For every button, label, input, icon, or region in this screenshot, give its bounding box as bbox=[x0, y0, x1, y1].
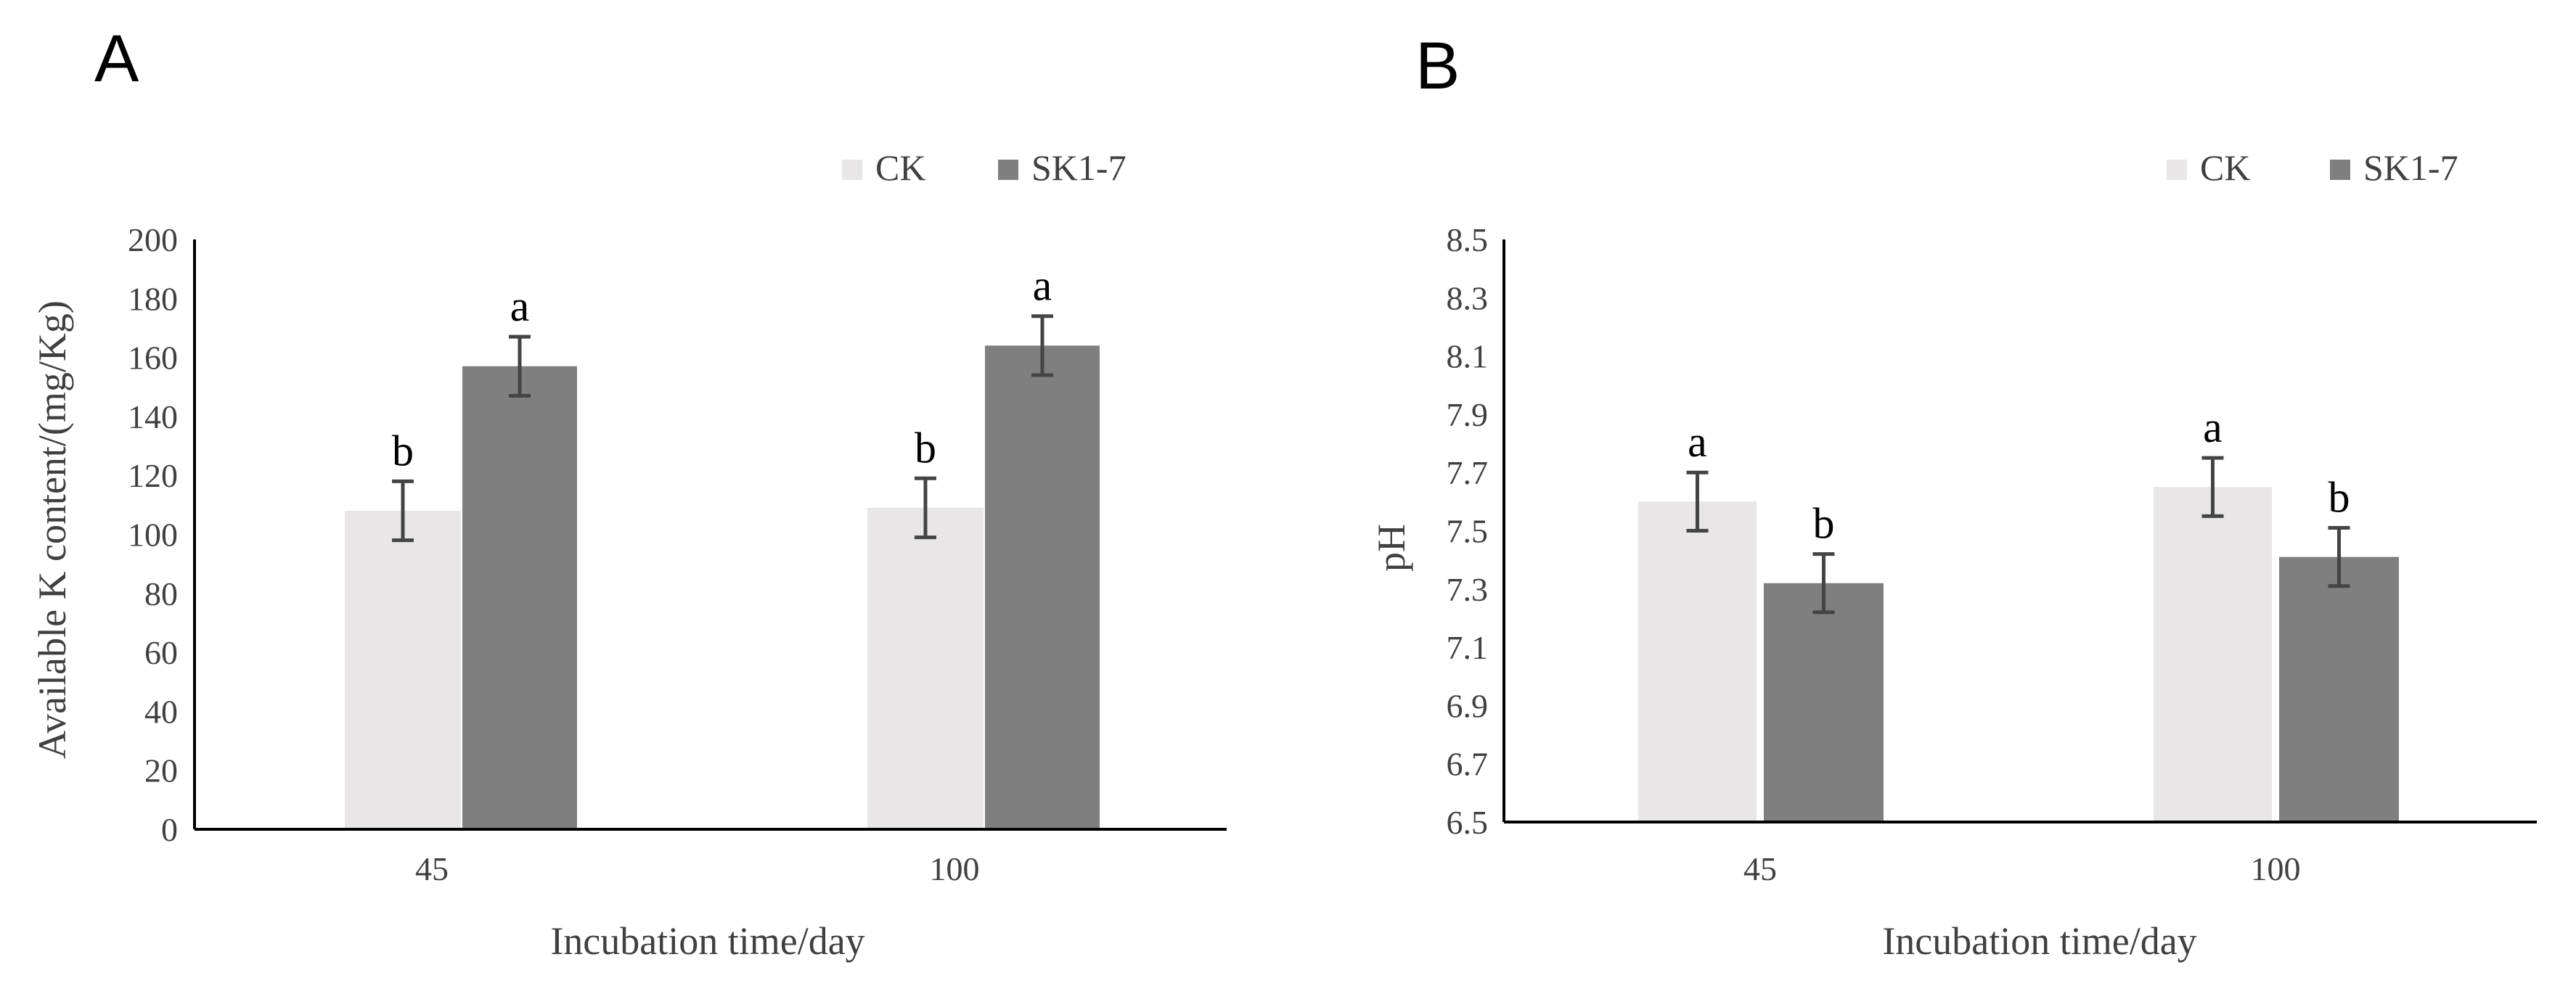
x-tick-label: 100 bbox=[930, 850, 980, 887]
legend-label: CK bbox=[2200, 147, 2250, 188]
bar bbox=[867, 507, 984, 829]
panel-b-x-axis-title: Incubation time/day bbox=[1882, 919, 2196, 963]
x-tick-label: 45 bbox=[415, 850, 449, 887]
legend-swatch bbox=[998, 160, 1018, 180]
y-tick-label: 7.9 bbox=[1447, 396, 1489, 433]
y-tick-label: 8.3 bbox=[1447, 279, 1489, 316]
significance-label: a bbox=[510, 282, 530, 330]
bar bbox=[345, 510, 461, 829]
y-tick-label: 100 bbox=[128, 517, 178, 554]
y-tick-label: 8.1 bbox=[1447, 338, 1489, 375]
legend-swatch bbox=[842, 160, 862, 180]
legend-swatch bbox=[2167, 160, 2187, 180]
panel-b-chart: B pH Incubation time/day 6.5 6.7 6.9 7.1 7.3… bbox=[1370, 29, 2537, 963]
y-tick-label: 6.5 bbox=[1447, 804, 1489, 841]
panel-a-y-ticks: 0 20 40 60 80 100 120 140 160 180 200 bbox=[128, 221, 178, 848]
significance-label: a bbox=[1688, 418, 1707, 466]
significance-label: a bbox=[1033, 262, 1052, 310]
y-tick-label: 120 bbox=[128, 457, 178, 494]
significance-label: b bbox=[1813, 500, 1835, 548]
panel-b-bars: a a b b bbox=[1638, 403, 2399, 822]
y-tick-label: 200 bbox=[128, 221, 178, 258]
y-tick-label: 8.5 bbox=[1447, 221, 1489, 258]
y-tick-label: 7.7 bbox=[1447, 454, 1489, 491]
significance-label: b bbox=[915, 424, 936, 472]
panel-a-bars: b b a a bbox=[345, 262, 1100, 830]
legend-label: SK1-7 bbox=[2363, 147, 2458, 188]
y-tick-label: 20 bbox=[144, 752, 178, 789]
panel-a-legend: CK SK1-7 bbox=[842, 147, 1127, 188]
y-tick-label: 160 bbox=[128, 340, 178, 377]
panel-b-y-axis-title: pH bbox=[1370, 524, 1413, 572]
legend-label: CK bbox=[875, 147, 925, 188]
y-tick-label: 40 bbox=[144, 693, 178, 730]
y-tick-label: 7.3 bbox=[1447, 571, 1489, 608]
panel-a-letter: A bbox=[94, 22, 139, 96]
bar bbox=[462, 366, 577, 829]
y-tick-label: 0 bbox=[161, 811, 178, 848]
y-tick-label: 80 bbox=[144, 575, 178, 612]
y-tick-label: 6.7 bbox=[1447, 746, 1489, 783]
y-tick-label: 6.9 bbox=[1447, 687, 1489, 724]
legend-swatch bbox=[2330, 160, 2350, 180]
bar bbox=[2279, 556, 2399, 822]
significance-label: b bbox=[392, 427, 414, 474]
panel-b-letter: B bbox=[1415, 29, 1460, 103]
panel-b-x-ticks: 45 100 bbox=[1743, 850, 2301, 887]
bar bbox=[1764, 583, 1884, 822]
bar bbox=[985, 345, 1100, 830]
bar bbox=[1638, 501, 1757, 822]
x-tick-label: 45 bbox=[1743, 850, 1777, 887]
y-tick-label: 140 bbox=[128, 398, 178, 435]
x-tick-label: 100 bbox=[2251, 850, 2301, 887]
y-tick-label: 7.5 bbox=[1447, 513, 1489, 550]
significance-label: a bbox=[2203, 403, 2223, 451]
panel-a-y-axis-title: Available K content/(mg/Kg) bbox=[30, 300, 74, 759]
y-tick-label: 180 bbox=[128, 280, 178, 317]
panel-a-x-axis-title: Incubation time/day bbox=[550, 919, 864, 963]
bar bbox=[2154, 487, 2272, 822]
panel-a-chart: A Available K content/(mg/Kg) Incubation… bbox=[30, 22, 1227, 963]
y-tick-label: 7.1 bbox=[1447, 629, 1489, 666]
panel-b-legend: CK SK1-7 bbox=[2167, 147, 2458, 188]
y-tick-label: 60 bbox=[144, 634, 178, 671]
panel-a-x-ticks: 45 100 bbox=[415, 850, 980, 887]
legend-label: SK1-7 bbox=[1031, 147, 1127, 188]
significance-label: b bbox=[2328, 473, 2350, 521]
panel-b-y-ticks: 6.5 6.7 6.9 7.1 7.3 7.5 7.7 7.9 8.1 8.3 8.5 bbox=[1447, 221, 1489, 841]
